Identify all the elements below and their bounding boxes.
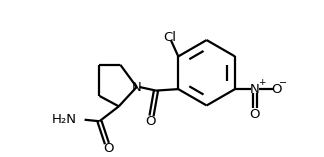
Text: N: N [250,83,260,96]
Text: H₂N: H₂N [52,113,77,126]
Text: N: N [132,81,142,94]
Text: −: − [279,78,287,88]
Text: +: + [258,78,265,87]
Text: O: O [249,108,260,122]
Text: O: O [271,83,282,96]
Text: Cl: Cl [163,31,176,44]
Text: O: O [103,142,114,155]
Text: O: O [145,115,155,128]
